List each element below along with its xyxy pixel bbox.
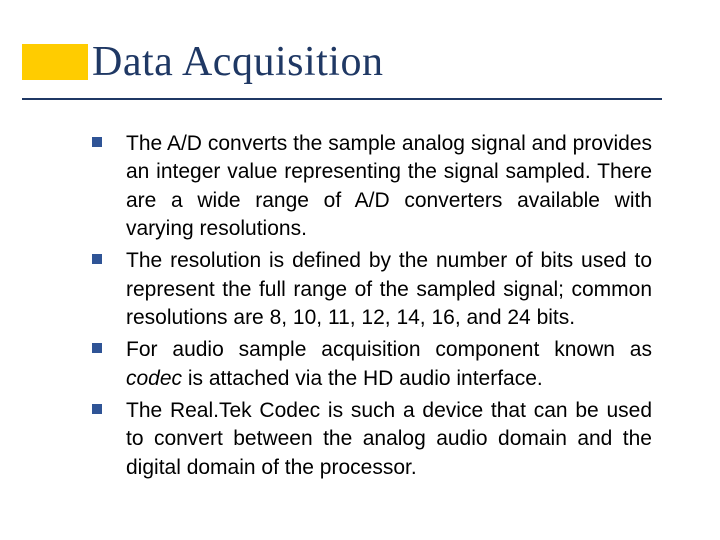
list-item: The resolution is defined by the number … <box>92 247 652 332</box>
list-item-text: The resolution is defined by the number … <box>126 247 652 332</box>
list-item-text: The Real.Tek Codec is such a device that… <box>126 397 652 482</box>
list-item: The Real.Tek Codec is such a device that… <box>92 397 652 482</box>
title-underline <box>22 98 662 100</box>
list-item: For audio sample acquisition component k… <box>92 336 652 393</box>
list-item: The A/D converts the sample analog signa… <box>92 130 652 243</box>
list-item-text: For audio sample acquisition component k… <box>126 336 652 393</box>
square-bullet-icon <box>92 343 102 353</box>
list-item-text: The A/D converts the sample analog signa… <box>126 130 652 243</box>
title-accent-block <box>22 44 88 80</box>
square-bullet-icon <box>92 404 102 414</box>
slide: Data Acquisition The A/D converts the sa… <box>0 0 720 540</box>
square-bullet-icon <box>92 254 102 264</box>
slide-title: Data Acquisition <box>92 38 383 86</box>
slide-body: The A/D converts the sample analog signa… <box>92 130 652 486</box>
square-bullet-icon <box>92 137 102 147</box>
